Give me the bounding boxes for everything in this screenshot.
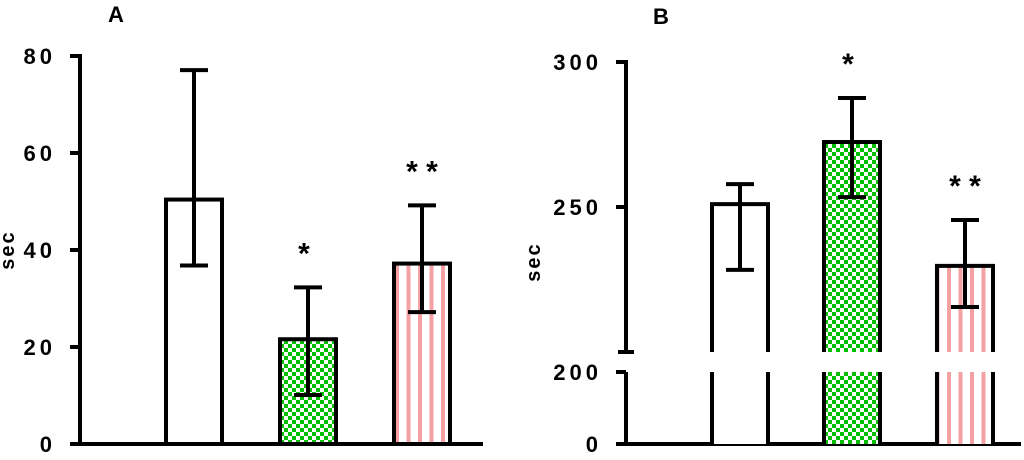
y-tick-label: 300 bbox=[553, 50, 602, 75]
y-tick-label: 0 bbox=[586, 432, 602, 455]
significance-marker: * bbox=[842, 48, 854, 81]
bar-lower-fill bbox=[937, 372, 993, 444]
significance-marker: * * bbox=[406, 155, 438, 188]
bar-lower-fill bbox=[824, 372, 880, 444]
y-tick-label: 60 bbox=[24, 141, 56, 166]
y-tick-label: 80 bbox=[24, 44, 56, 69]
y-tick-label: 40 bbox=[24, 238, 56, 263]
y-tick-label: 0 bbox=[40, 432, 56, 455]
bar-lower bbox=[935, 372, 995, 444]
bar-lower-fill bbox=[712, 372, 768, 444]
bar-lower bbox=[710, 372, 770, 444]
y-axis-label: sec bbox=[0, 230, 19, 269]
panel-label: A bbox=[108, 2, 124, 27]
y-axis-label: sec bbox=[523, 242, 545, 281]
significance-marker: * bbox=[298, 237, 310, 270]
panel-label: B bbox=[653, 4, 669, 29]
y-tick-label: 250 bbox=[553, 195, 602, 220]
bar-lower bbox=[822, 372, 882, 444]
y-tick-label: 20 bbox=[24, 335, 56, 360]
y-tick-label: 200 bbox=[553, 360, 602, 385]
significance-marker: * * bbox=[949, 170, 981, 203]
